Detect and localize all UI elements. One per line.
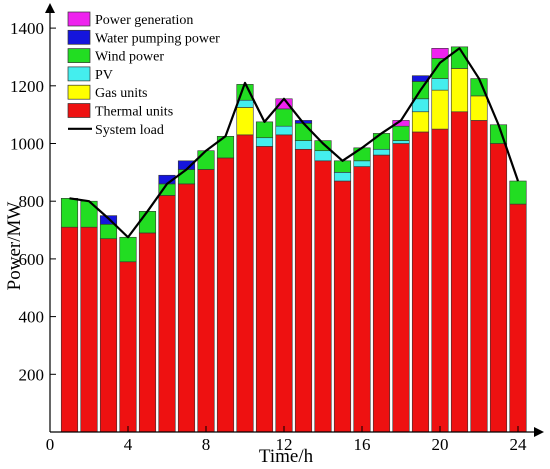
- x-tick-label: 0: [46, 435, 55, 454]
- y-tick-label: 400: [19, 308, 45, 327]
- bars-layer: [60, 46, 527, 433]
- y-tick-label: 1000: [10, 135, 44, 154]
- bar-segment-pv-hour-13: [294, 140, 313, 150]
- bar-segment-wind-power-hour-5: [138, 211, 157, 234]
- bar-segment-gas-units-hour-21: [450, 68, 469, 113]
- x-tick-label: 12: [276, 435, 293, 454]
- bar-segment-wind-power-hour-16: [353, 147, 371, 162]
- bar-segment-thermal-units-hour-22: [470, 120, 488, 433]
- bar-segment-thermal-units-hour-17: [372, 154, 391, 433]
- legend-label: Thermal units: [95, 105, 173, 120]
- bar-segment-pv-hour-14: [314, 150, 332, 162]
- legend-swatch: [67, 48, 91, 63]
- bar-segment-wind-power-hour-8: [197, 150, 215, 170]
- legend-swatch: [67, 103, 91, 118]
- legend-swatch: [67, 84, 91, 100]
- bar-segment-thermal-units-hour-20: [431, 128, 449, 433]
- legend-swatch: [67, 11, 91, 27]
- legend-label: Power generation: [95, 13, 193, 28]
- bar-segment-thermal-units-hour-15: [333, 180, 352, 433]
- bar-segment-thermal-units-hour-11: [255, 146, 274, 433]
- system-load-layer: [69, 47, 520, 239]
- bar-segment-gas-units-hour-10: [236, 107, 254, 136]
- bar-segment-thermal-units-hour-18: [392, 143, 410, 433]
- x-tick-label: 20: [432, 435, 449, 454]
- x-tick-label: 8: [202, 435, 211, 454]
- bar-segment-wind-power-hour-17: [372, 133, 391, 150]
- bar-segment-pv-hour-16: [353, 160, 371, 167]
- x-tick-label: 24: [510, 435, 528, 454]
- y-axis-title: Power/MW: [4, 202, 25, 291]
- bar-segment-wind-power-hour-11: [255, 121, 274, 139]
- bar-segment-thermal-units-hour-19: [411, 131, 430, 433]
- bar-segment-pv-hour-20: [431, 78, 449, 91]
- legend-label: System load: [95, 123, 164, 138]
- bar-segment-wind-power-hour-4: [119, 236, 137, 263]
- bar-segment-power-generation-hour-20: [431, 47, 449, 59]
- bar-segment-wind-power-hour-24: [509, 180, 527, 205]
- x-tick-label: 16: [354, 435, 371, 454]
- bar-segment-wind-power-hour-7: [177, 169, 196, 185]
- bar-segment-thermal-units-hour-1: [60, 226, 79, 433]
- bar-segment-pv-hour-11: [255, 137, 274, 147]
- bar-segment-wind-power-hour-15: [333, 160, 352, 173]
- axes-layer: [45, 3, 544, 437]
- y-tick-label: 600: [19, 250, 45, 269]
- legend-label: Gas units: [95, 86, 148, 101]
- bar-segment-wind-power-hour-18: [392, 125, 410, 141]
- bar-segment-wind-power-hour-13: [294, 123, 313, 141]
- bar-segment-wind-power-hour-3: [99, 223, 118, 239]
- bar-segment-gas-units-hour-20: [431, 89, 449, 130]
- bar-segment-wind-power-hour-12: [275, 108, 293, 127]
- bar-segment-thermal-units-hour-23: [489, 143, 508, 433]
- bar-segment-thermal-units-hour-2: [80, 226, 98, 433]
- y-tick-label: 1400: [10, 19, 44, 38]
- bar-segment-thermal-units-hour-16: [353, 166, 371, 433]
- bar-segment-thermal-units-hour-4: [119, 261, 137, 433]
- bar-segment-thermal-units-hour-6: [158, 195, 176, 433]
- legend: Power generation Water pumping power Wind …: [67, 11, 220, 138]
- bar-segment-thermal-units-hour-24: [509, 203, 527, 433]
- legend-label: Water pumping power: [95, 31, 220, 46]
- bar-segment-wind-power-hour-1: [60, 198, 79, 228]
- legend-label: PV: [95, 68, 113, 83]
- bar-segment-pv-hour-12: [275, 125, 293, 136]
- bar-segment-thermal-units-hour-9: [216, 157, 235, 433]
- bar-segment-pv-hour-17: [372, 148, 391, 156]
- x-tick-label: 4: [124, 435, 133, 454]
- bar-segment-wind-power-hour-14: [314, 140, 332, 152]
- system-load-line: [69, 47, 520, 239]
- bar-segment-thermal-units-hour-13: [294, 148, 313, 433]
- bar-segment-pv-hour-15: [333, 172, 352, 182]
- bar-segment-pv-hour-18: [392, 140, 410, 144]
- y-tick-label: 800: [19, 192, 45, 211]
- legend-label: Wind power: [95, 50, 164, 65]
- bar-segment-thermal-units-hour-14: [314, 160, 332, 433]
- legend-swatch: [67, 29, 91, 45]
- bar-segment-gas-units-hour-22: [470, 95, 488, 121]
- y-tick-label: 200: [19, 365, 45, 384]
- bar-segment-thermal-units-hour-12: [275, 134, 293, 433]
- bar-segment-thermal-units-hour-10: [236, 134, 254, 433]
- bar-segment-gas-units-hour-19: [411, 111, 430, 133]
- y-tick-label: 1200: [10, 77, 44, 96]
- ticks-layer: 0 4 8 12 16 20 24 200 400 600 800 1000 1200 1400: [10, 19, 527, 454]
- bar-segment-thermal-units-hour-5: [138, 232, 157, 433]
- legend-swatch: [67, 66, 91, 82]
- x-axis-title: Time/h: [259, 446, 314, 467]
- bar-segment-thermal-units-hour-8: [197, 169, 215, 433]
- bar-segment-thermal-units-hour-3: [99, 238, 118, 433]
- bar-segment-thermal-units-hour-21: [450, 111, 469, 433]
- bar-segment-thermal-units-hour-7: [177, 183, 196, 433]
